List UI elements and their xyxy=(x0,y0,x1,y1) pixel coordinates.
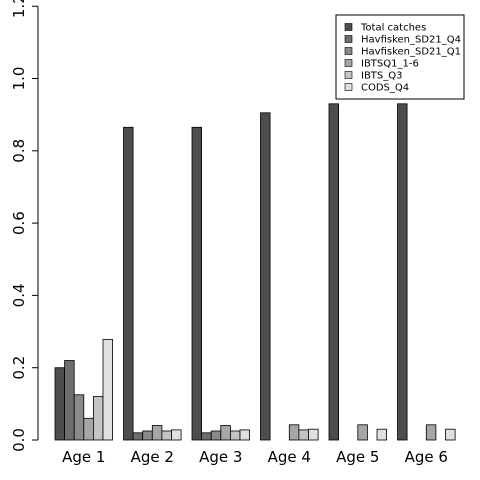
legend: Total catchesHavfisken_SD21_Q4Havfisken_… xyxy=(335,14,465,100)
bar-group xyxy=(191,126,251,441)
bar xyxy=(308,428,319,441)
bar xyxy=(425,424,437,441)
bar xyxy=(123,126,134,441)
legend-label: IBTS_Q3 xyxy=(361,71,403,82)
x-tick-label: Age 1 xyxy=(62,448,105,466)
bar xyxy=(142,430,153,441)
legend-swatch xyxy=(344,47,353,55)
legend-swatch xyxy=(344,59,353,67)
legend-label: IBTSQ1_1-6 xyxy=(361,59,419,70)
bar xyxy=(171,429,182,441)
legend-box xyxy=(335,14,465,100)
bars xyxy=(54,103,456,441)
bar xyxy=(201,432,212,441)
legend-swatch xyxy=(344,23,353,31)
bar xyxy=(328,103,340,441)
y-tick-label: 1.0 xyxy=(10,67,28,91)
bar xyxy=(298,429,309,441)
bar xyxy=(102,339,114,441)
bar xyxy=(239,429,251,441)
x-axis-labels: Age 1 Age 2 Age 3 Age 4 Age 5 Age 6 xyxy=(62,448,448,466)
y-tick-label: 0.4 xyxy=(10,283,28,307)
y-tick-label: 0.8 xyxy=(10,139,28,163)
bar xyxy=(161,430,172,441)
x-tick-label: Age 5 xyxy=(336,448,379,466)
bar xyxy=(229,430,241,441)
bar xyxy=(220,425,231,441)
bar xyxy=(288,424,300,441)
x-tick-label: Age 3 xyxy=(199,448,242,466)
bar xyxy=(191,126,203,441)
bar xyxy=(83,417,94,441)
bar xyxy=(357,424,368,441)
bar-group xyxy=(54,339,114,441)
y-tick-label: 0.2 xyxy=(10,356,28,380)
x-tick-label: Age 4 xyxy=(268,448,311,466)
bar xyxy=(73,394,85,441)
bar-group xyxy=(123,126,182,441)
bar xyxy=(376,428,388,441)
bar xyxy=(64,360,75,441)
legend-label: Havfisken_SD21_Q1 xyxy=(361,47,461,58)
bar xyxy=(397,103,408,441)
legend-label: Total catches xyxy=(360,23,426,34)
bar-group xyxy=(328,103,388,441)
legend-swatch xyxy=(344,71,353,79)
legend-swatch xyxy=(344,35,353,43)
bar xyxy=(210,430,222,441)
y-tick-label: 1.2 xyxy=(10,0,28,18)
bar-group xyxy=(397,103,456,441)
bar xyxy=(445,428,456,441)
bar xyxy=(151,425,163,441)
bar xyxy=(93,396,104,441)
x-tick-label: Age 6 xyxy=(405,448,448,466)
y-tick-label: 0.6 xyxy=(10,211,28,235)
bar-group xyxy=(260,112,319,441)
legend-label: CODS_Q4 xyxy=(361,83,409,94)
bar xyxy=(132,432,144,441)
bar xyxy=(54,367,66,441)
legend-swatch xyxy=(344,83,353,91)
y-tick-label: 0.0 xyxy=(10,428,28,452)
y-axis: 0.0 0.2 0.4 0.6 0.8 1.0 1.2 xyxy=(10,0,39,452)
legend-label: Havfisken_SD21_Q4 xyxy=(361,35,461,46)
x-tick-label: Age 2 xyxy=(131,448,174,466)
bar xyxy=(260,112,271,441)
